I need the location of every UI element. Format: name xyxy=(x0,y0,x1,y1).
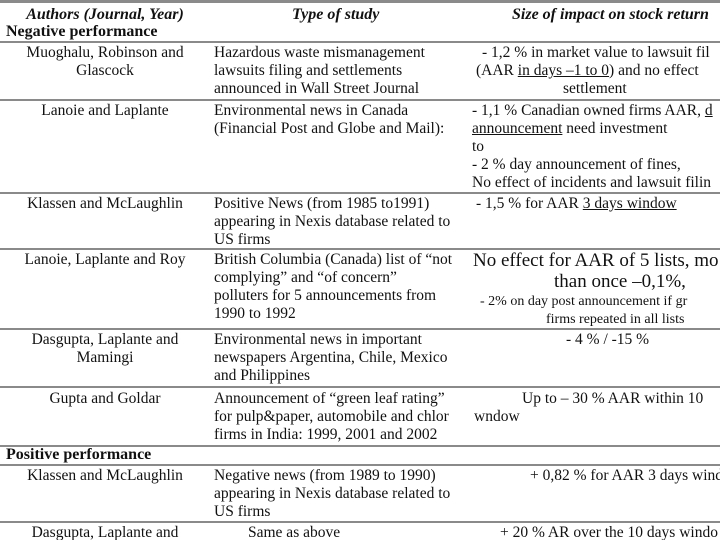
row-type: Environmental news in Canada xyxy=(214,102,409,119)
row-type: US firms xyxy=(214,503,271,520)
impact-text: (AAR xyxy=(476,62,518,79)
header-type: Type of study xyxy=(292,6,380,23)
row-type: newspapers Argentina, Chile, Mexico xyxy=(214,349,448,366)
row-type: and Philippines xyxy=(214,367,311,384)
row-impact: No effect for AAR of 5 lists, mo xyxy=(473,250,719,271)
impact-text: - 1,5 % for AAR xyxy=(476,195,583,212)
row-type: lawsuits filing and settlements xyxy=(214,62,403,79)
row-type: British Columbia (Canada) list of “not xyxy=(214,251,453,268)
row-impact: firms repeated in all lists xyxy=(546,312,685,327)
impact-underlined: 3 days window xyxy=(582,195,677,212)
row-type: appearing in Nexis database related to xyxy=(214,213,451,230)
row-type: (Financial Post and Globe and Mail): xyxy=(214,120,445,137)
row-authors: Klassen and McLaughlin xyxy=(27,467,183,484)
row-impact: than once –0,1%, xyxy=(554,271,686,292)
row-divider xyxy=(0,192,720,194)
row-type: Hazardous waste mismanagement xyxy=(214,44,425,61)
row-impact: announcement need investment xyxy=(472,120,667,138)
section-positive: Positive performance xyxy=(6,446,152,463)
row-authors: Muoghalu, Robinson and xyxy=(26,44,184,61)
impact-text: - 1,1 % Canadian owned firms AAR, xyxy=(472,102,705,119)
impact-underlined: announcement xyxy=(472,120,563,137)
row-type: Announcement of “green leaf rating” xyxy=(214,390,445,407)
row-divider xyxy=(0,464,720,466)
row-authors: Dasgupta, Laplante and xyxy=(31,331,179,348)
row-impact: wndow xyxy=(474,408,520,425)
row-authors: Lanoie and Laplante xyxy=(41,102,169,119)
row-type: Same as above xyxy=(248,524,341,540)
section-negative: Negative performance xyxy=(6,23,158,40)
row-impact: - 1,1 % Canadian owned firms AAR, d xyxy=(472,102,713,120)
header-impact: Size of impact on stock return xyxy=(512,6,709,23)
row-impact: Up to – 30 % AAR within 10 xyxy=(522,390,704,407)
row-authors: Klassen and McLaughlin xyxy=(27,195,183,212)
row-type: Negative news (from 1989 to 1990) xyxy=(214,467,436,484)
row-authors: Glascock xyxy=(76,62,134,79)
row-divider xyxy=(0,328,720,330)
row-divider xyxy=(0,99,720,101)
table-top-rule xyxy=(0,0,720,3)
row-impact: - 1,5 % for AAR 3 days window xyxy=(476,195,677,213)
row-impact: - 2 % day announcement of fines, xyxy=(472,156,681,173)
row-divider xyxy=(0,386,720,388)
row-impact: + 0,82 % for AAR 3 days window xyxy=(530,467,720,484)
row-type: for pulp&paper, automobile and chlor xyxy=(214,408,449,425)
row-impact: to xyxy=(472,138,485,155)
row-divider xyxy=(0,521,720,523)
row-type: Environmental news in important xyxy=(214,331,422,348)
row-type: 1990 to 1992 xyxy=(214,305,296,322)
row-impact: settlement xyxy=(563,80,627,97)
row-divider xyxy=(0,445,720,447)
row-impact: - 1,2 % in market value to lawsuit fil xyxy=(482,44,710,61)
row-type: firms in India: 1999, 2001 and 2002 xyxy=(214,426,438,443)
row-impact: (AAR in days –1 to 0) and no effect xyxy=(476,62,699,80)
row-divider xyxy=(0,248,720,250)
impact-underlined: d xyxy=(704,102,713,119)
row-authors: Mamingi xyxy=(76,349,134,366)
row-authors: Lanoie, Laplante and Roy xyxy=(24,251,186,268)
row-type: Positive News (from 1985 to1991) xyxy=(214,195,430,212)
impact-text: ) and no effect xyxy=(609,62,699,79)
row-type: complying” and “of concern” xyxy=(214,269,397,286)
header-authors: Authors (Journal, Year) xyxy=(26,6,184,23)
row-authors: Gupta and Goldar xyxy=(49,390,161,407)
row-impact: No effect of incidents and lawsuit filin xyxy=(472,174,712,191)
row-impact: - 4 % / -15 % xyxy=(566,331,650,348)
row-type: polluters for 5 announcements from xyxy=(214,287,437,304)
row-impact: - 2% on day post announcement if gr xyxy=(480,294,688,309)
row-type: appearing in Nexis database related to xyxy=(214,485,451,502)
row-divider xyxy=(0,41,720,43)
impact-text: need investment xyxy=(562,120,668,137)
impact-underlined: in days –1 to 0 xyxy=(517,62,610,79)
row-authors: Dasgupta, Laplante and xyxy=(31,524,179,540)
row-type: announced in Wall Street Journal xyxy=(214,80,420,97)
row-type: US firms xyxy=(214,231,271,248)
row-impact: + 20 % AR over the 10 days windo xyxy=(500,524,718,540)
